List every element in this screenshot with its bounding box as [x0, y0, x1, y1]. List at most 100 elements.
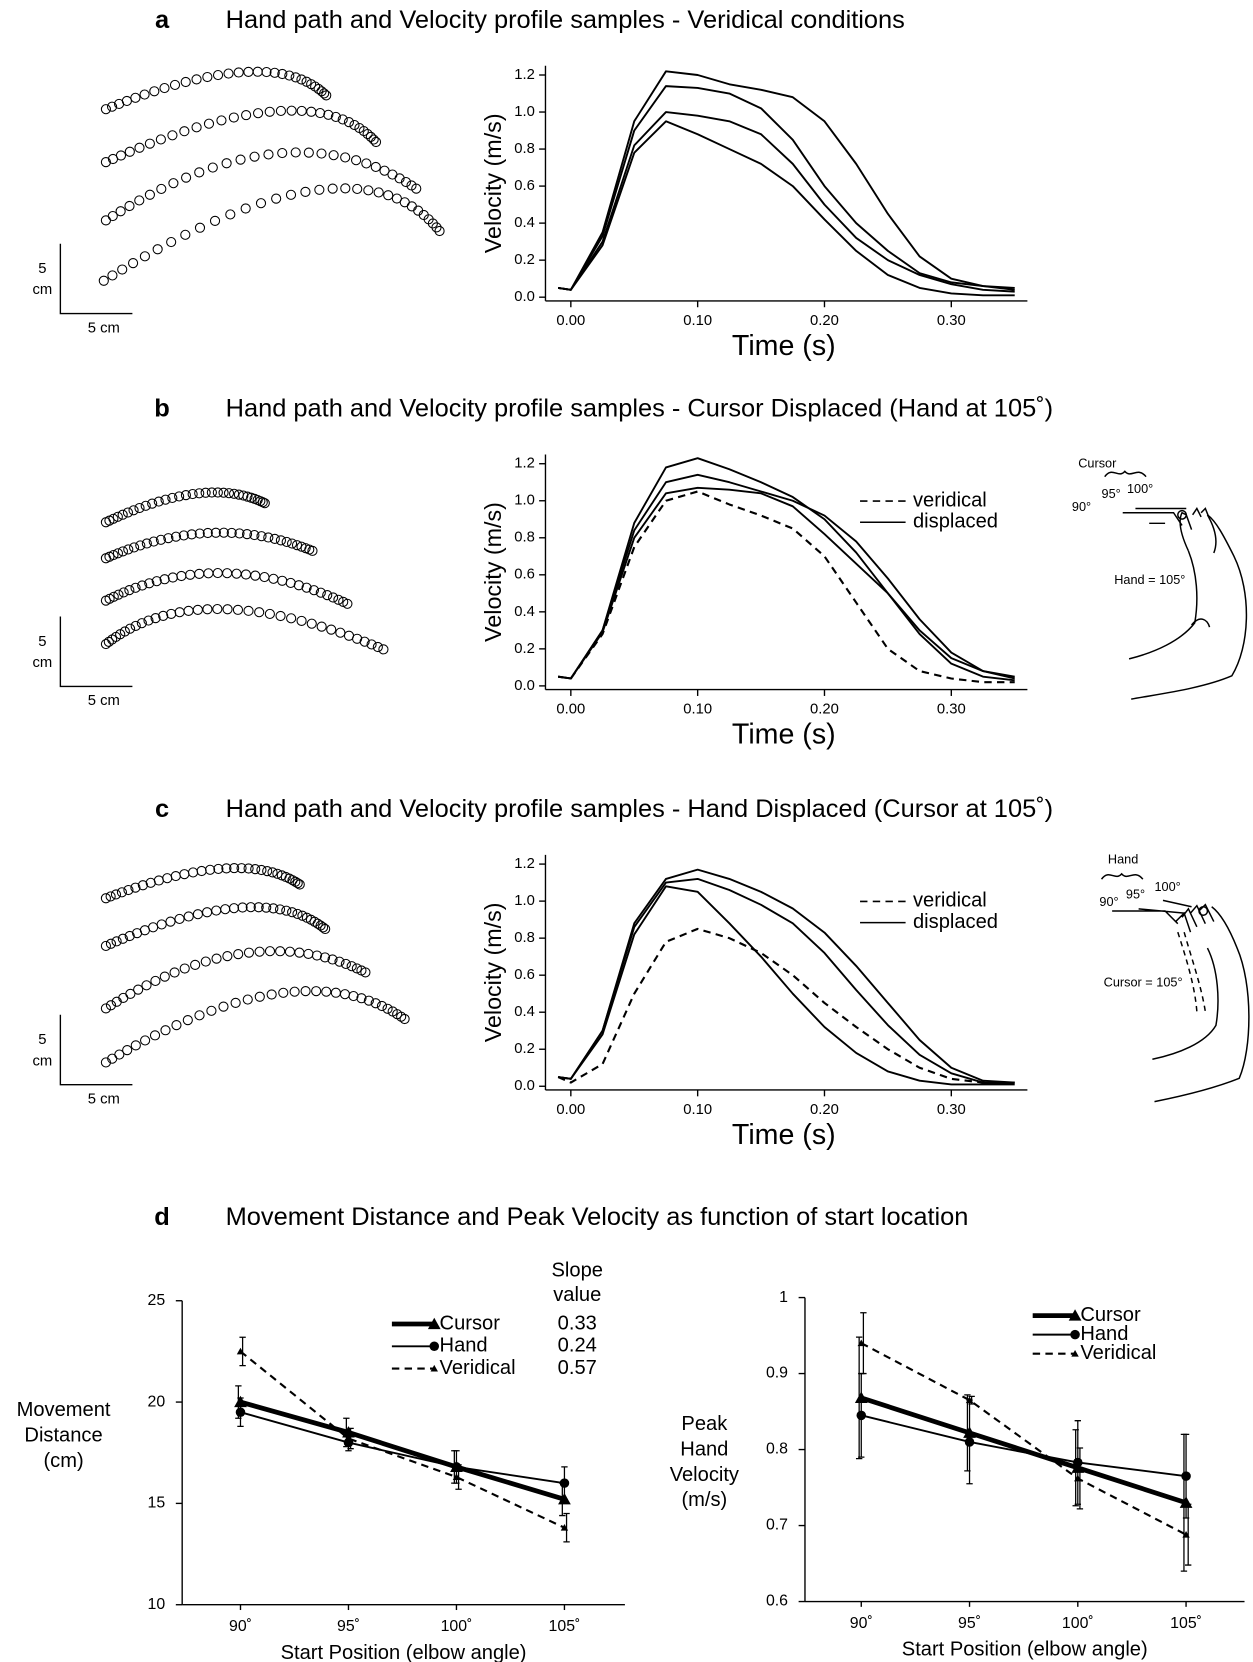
path-sample: [343, 117, 355, 128]
path-sample: [130, 582, 141, 593]
path-sample: [240, 203, 251, 214]
path-sample: [342, 598, 353, 609]
path-sample: [370, 161, 381, 173]
point: [1181, 1471, 1191, 1481]
legend-marker: [1068, 1309, 1082, 1321]
path-sample: [213, 863, 224, 875]
path-sample: [366, 639, 377, 650]
path-sample: [256, 531, 267, 542]
path-sample: [271, 193, 282, 204]
panel-label: c: [155, 795, 169, 823]
path-sample: [134, 142, 145, 153]
path-sample: [340, 183, 351, 194]
path-sample: [150, 613, 161, 624]
panel-title: Movement Distance and Peak Velocity as f…: [226, 1203, 969, 1231]
x-axis-label: Time (s): [732, 1119, 836, 1151]
point: [236, 1347, 245, 1355]
path-sample: [98, 275, 109, 286]
path-sample: [376, 1000, 388, 1012]
arm-label: 100°: [1154, 879, 1180, 894]
path-sample: [190, 959, 201, 970]
path-sample: [191, 74, 202, 85]
path-sample: [253, 108, 264, 119]
slope-value: 0.24: [558, 1335, 597, 1357]
scale-label: 5 cm: [88, 320, 120, 336]
velocity-curve: [558, 457, 1015, 680]
path-sample: [200, 956, 211, 967]
path-sample: [315, 587, 326, 598]
path-sample: [105, 938, 117, 949]
panel-title: Hand path and Velocity profile samples -…: [226, 795, 1054, 823]
y-tick-label: 0.4: [514, 1004, 535, 1020]
path-sample: [174, 607, 185, 618]
path-sample: [105, 891, 116, 902]
path-sample: [207, 162, 218, 173]
path-sample: [253, 902, 264, 913]
path-sample: [243, 863, 254, 874]
path-sample: [122, 507, 134, 518]
scale-label: 5: [38, 261, 46, 277]
x-tick-label: 100˚: [1062, 1615, 1094, 1632]
path-sample: [268, 903, 279, 914]
path-sample: [107, 210, 118, 222]
path-sample: [317, 922, 329, 933]
x-tick-label: 90˚: [229, 1618, 252, 1635]
path-sample: [140, 500, 151, 511]
path-sample: [183, 605, 194, 616]
legend-label: Cursor: [1080, 1304, 1141, 1326]
y-axis-label: Velocity (m/s): [480, 113, 506, 253]
path-sample: [267, 867, 278, 878]
path-sample: [252, 66, 263, 77]
y-tick-label: 1.2: [514, 67, 535, 83]
path-sample: [285, 189, 297, 200]
path-sample: [206, 487, 217, 498]
path-sample: [434, 225, 445, 237]
path-sample: [151, 576, 162, 587]
path-sample: [202, 604, 213, 615]
path-sample: [255, 198, 267, 209]
path-sample: [352, 183, 363, 195]
path-sample: [370, 136, 382, 148]
path-sample: [122, 1045, 133, 1056]
path-sample: [194, 1010, 205, 1021]
x-tick-label: 0.10: [683, 1102, 712, 1118]
path-sample: [307, 545, 318, 556]
path-sample: [206, 1005, 217, 1016]
path-sample: [130, 620, 141, 631]
path-sample: [396, 1011, 407, 1022]
series-line: [861, 1414, 1187, 1478]
path-sample: [233, 67, 244, 78]
x-axis-label: Start Position (elbow angle): [281, 1642, 527, 1662]
path-sample: [156, 183, 167, 195]
path-sample: [301, 582, 312, 593]
path-sample: [187, 488, 198, 500]
velocity-curve: [558, 111, 1015, 293]
path-sample: [241, 110, 252, 121]
slope-header: value: [553, 1284, 601, 1306]
path-sample: [135, 540, 146, 551]
path-sample: [137, 580, 148, 591]
path-sample: [372, 641, 383, 653]
scale-label: 5 cm: [88, 693, 120, 709]
path-sample: [103, 636, 114, 647]
path-sample: [359, 636, 370, 647]
path-sample: [226, 527, 237, 539]
y-tick-label: 0.8: [514, 930, 535, 946]
panel-title: Hand path and Velocity profile samples -…: [226, 6, 905, 34]
path-sample: [118, 587, 129, 598]
x-tick-label: 105˚: [549, 1618, 581, 1635]
path-sample: [148, 536, 159, 547]
path-sample: [222, 568, 233, 579]
path-sample: [362, 128, 373, 140]
path-sample: [237, 902, 248, 913]
path-sample: [370, 998, 381, 1009]
path-sample: [308, 585, 320, 596]
path-sample: [216, 115, 227, 126]
path-sample: [319, 88, 330, 99]
path-sample: [180, 229, 191, 240]
path-sample: [352, 633, 363, 644]
path-sample: [241, 529, 253, 540]
x-axis-label: Time (s): [732, 719, 836, 751]
path-sample: [116, 887, 128, 898]
path-sample: [210, 527, 221, 538]
